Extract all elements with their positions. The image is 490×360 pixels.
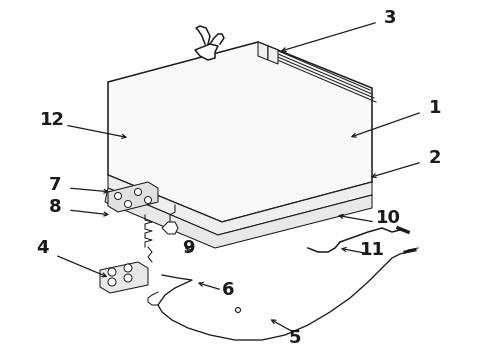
Text: 12: 12: [40, 111, 65, 129]
Text: 7: 7: [49, 176, 61, 194]
Circle shape: [115, 193, 122, 199]
Text: 4: 4: [36, 239, 48, 257]
Polygon shape: [100, 262, 148, 293]
Text: 5: 5: [289, 329, 301, 347]
Text: 11: 11: [360, 241, 385, 259]
Polygon shape: [105, 188, 372, 248]
Text: 1: 1: [429, 99, 441, 117]
Circle shape: [145, 197, 151, 203]
Text: 6: 6: [222, 281, 234, 299]
Circle shape: [108, 268, 116, 276]
Polygon shape: [195, 44, 218, 60]
Circle shape: [236, 307, 241, 312]
Text: 9: 9: [182, 239, 194, 257]
Text: 2: 2: [429, 149, 441, 167]
Polygon shape: [108, 175, 372, 235]
Polygon shape: [108, 42, 372, 222]
Text: 8: 8: [49, 198, 61, 216]
Circle shape: [134, 189, 142, 195]
Text: 10: 10: [375, 209, 400, 227]
Text: 3: 3: [384, 9, 396, 27]
Circle shape: [108, 278, 116, 286]
Polygon shape: [258, 42, 268, 60]
Circle shape: [124, 201, 131, 207]
Circle shape: [124, 264, 132, 272]
Circle shape: [124, 274, 132, 282]
Polygon shape: [108, 182, 158, 212]
Polygon shape: [268, 46, 278, 64]
Polygon shape: [162, 222, 178, 234]
